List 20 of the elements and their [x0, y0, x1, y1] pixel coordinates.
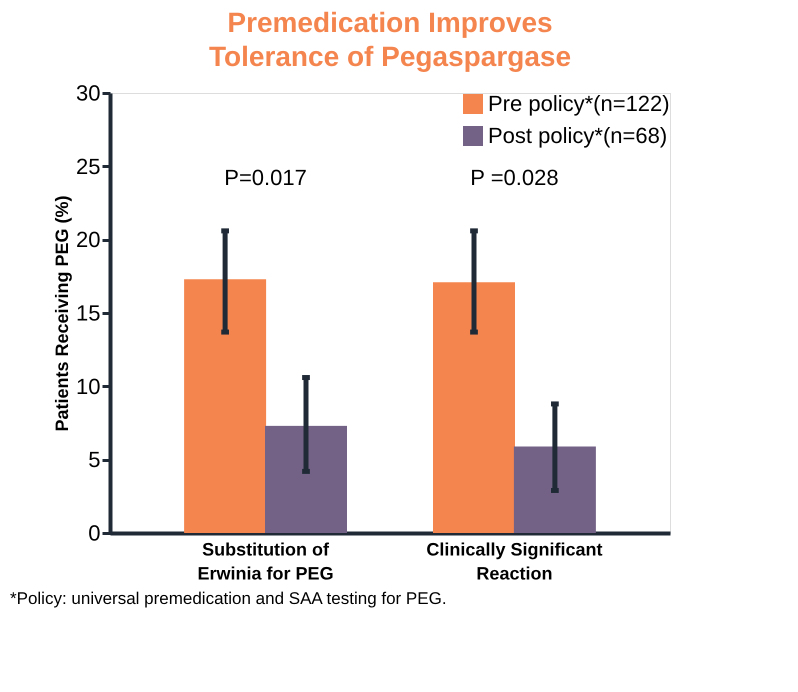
- text: *Policy: universal premedication and SAA testing for PEG.: [10, 589, 447, 608]
- bar: [514, 446, 596, 533]
- bar: [433, 282, 515, 533]
- y-tick-label: 5: [88, 447, 100, 472]
- y-tick-label: 30: [76, 80, 100, 106]
- legend-label: Pre policy*(n=122): [488, 91, 670, 116]
- x-tick-label: Clinically Significant Reaction: [426, 540, 602, 584]
- y-axis-title: Patients Receiving PEG (%): [52, 195, 72, 432]
- chart-title: Premedication Improves Tolerance of Pegaspargase: [208, 7, 572, 72]
- x-tick-label: Substitution of Erwinia for PEG: [198, 540, 334, 584]
- annotation: P =0.028: [470, 164, 559, 190]
- y-tick-label: 15: [76, 300, 100, 326]
- y-tick-label: 0: [88, 520, 100, 546]
- annotation: P=0.017: [224, 164, 307, 190]
- y-tick-label: 20: [76, 227, 100, 252]
- bar: [265, 426, 347, 533]
- legend-label: Post policy*(n=68): [488, 123, 668, 148]
- bar: [184, 279, 266, 533]
- y-tick-label: 10: [76, 374, 100, 399]
- y-tick-label: 25: [76, 154, 100, 179]
